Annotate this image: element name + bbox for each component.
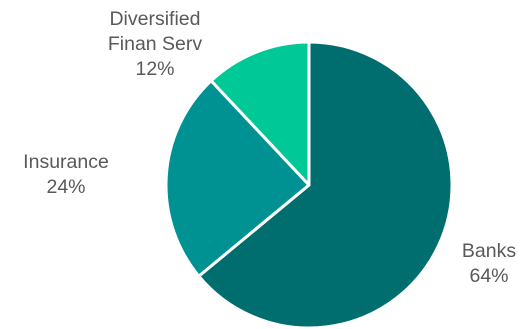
slice-name-diversified-line2: Finan Serv xyxy=(107,33,203,55)
slice-name-diversified-line1: Diversified xyxy=(109,8,201,30)
slice-name-insurance: Insurance xyxy=(23,151,109,173)
slice-name-banks: Banks xyxy=(461,240,517,262)
slice-percent-insurance: 24% xyxy=(46,176,86,198)
slice-label-banks: Banks 64% xyxy=(462,239,516,289)
pie-slice-banks xyxy=(197,40,454,329)
slice-label-diversified-finan-serv: Diversified Finan Serv 12% xyxy=(108,7,202,82)
pie-slice-insurance xyxy=(164,79,311,278)
slice-percent-diversified: 12% xyxy=(135,58,175,80)
slice-percent-banks: 64% xyxy=(469,265,509,287)
slice-label-insurance: Insurance 24% xyxy=(23,150,109,200)
pie-slice-diversified-finan-serv xyxy=(209,40,311,187)
